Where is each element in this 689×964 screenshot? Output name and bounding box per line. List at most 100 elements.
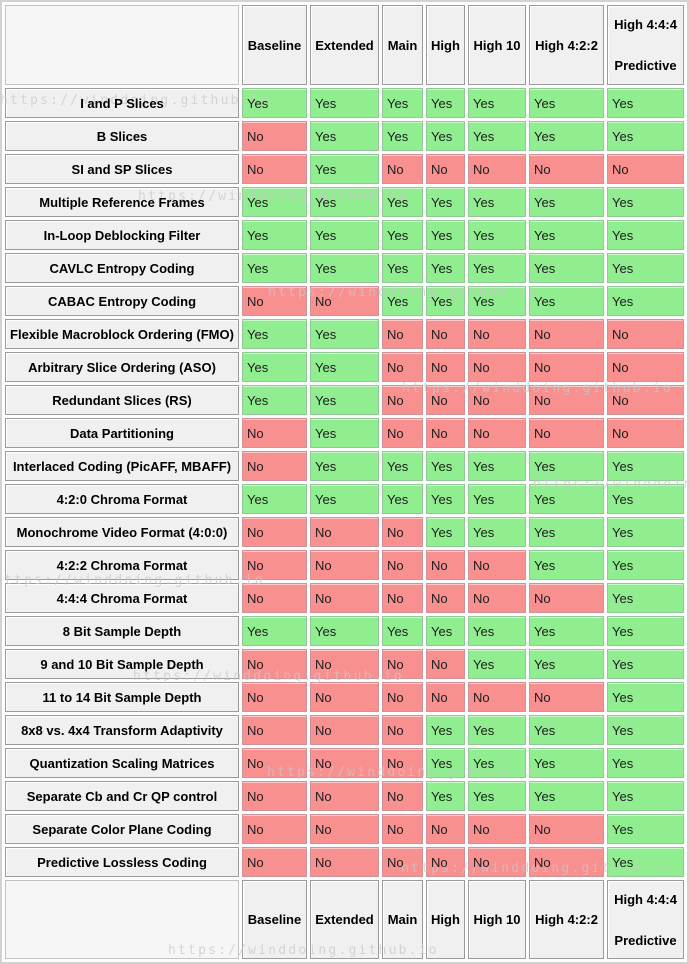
value-text: No: [534, 821, 551, 837]
feature-label-text: Data Partitioning: [69, 425, 174, 441]
value-text: Yes: [431, 194, 453, 210]
value-text: No: [431, 359, 448, 375]
value-cell-main-no: No: [382, 748, 423, 778]
value-text: No: [612, 425, 629, 441]
footer-row: Baseline Extended Main High High 10 High 4:2:…: [5, 880, 684, 959]
value-cell-main-no: No: [382, 154, 423, 184]
value-cell-high-no: No: [426, 682, 465, 712]
value-cell-baseline-no: No: [242, 748, 307, 778]
value-text: Yes: [315, 359, 337, 375]
value-cell-main-no: No: [382, 418, 423, 448]
value-cell-high-10-no: No: [468, 682, 526, 712]
header-row: Baseline Extended Main High High 10 High 4:2:…: [5, 5, 684, 85]
value-text: No: [247, 425, 264, 441]
value-cell-high-no: No: [426, 385, 465, 415]
feature-row-redundant-slices-rs: Redundant Slices (RS) Yes Yes No No No No No: [5, 385, 684, 415]
value-text: Yes: [315, 392, 337, 408]
column-header-label: Baseline: [247, 912, 302, 927]
value-cell-high-10-yes: Yes: [468, 517, 526, 547]
value-cell-baseline-yes: Yes: [242, 385, 307, 415]
value-cell-high-yes: Yes: [426, 220, 465, 250]
value-cell-high-4-2-2-no: No: [529, 385, 604, 415]
value-text: No: [387, 557, 404, 573]
column-header-extended: Extended: [310, 5, 379, 85]
value-cell-extended-yes: Yes: [310, 616, 379, 646]
value-cell-high-10-no: No: [468, 583, 526, 613]
value-text: Yes: [387, 293, 409, 309]
value-cell-high-4-2-2-no: No: [529, 352, 604, 382]
value-text: No: [473, 161, 490, 177]
column-header-high-4-2-2: High 4:2:2: [529, 5, 604, 85]
value-cell-baseline-no: No: [242, 682, 307, 712]
value-text: Yes: [612, 788, 634, 804]
value-text: No: [534, 161, 551, 177]
value-cell-extended-no: No: [310, 517, 379, 547]
feature-row-4-2-2-chroma-format: 4:2:2 Chroma Format No No No No No Yes Yes: [5, 550, 684, 580]
feature-row-4-2-0-chroma-format: 4:2:0 Chroma Format Yes Yes Yes Yes Yes Yes Yes: [5, 484, 684, 514]
value-text: Yes: [534, 128, 556, 144]
value-cell-extended-no: No: [310, 814, 379, 844]
feature-label: CAVLC Entropy Coding: [5, 253, 239, 283]
value-cell-high-10-no: No: [468, 352, 526, 382]
value-cell-high-4-4-4-yes: Yes: [607, 550, 684, 580]
value-cell-main-no: No: [382, 682, 423, 712]
value-text: Yes: [612, 458, 634, 474]
value-cell-baseline-no: No: [242, 517, 307, 547]
column-header-high-4-2-2: High 4:2:2: [529, 880, 604, 959]
value-cell-high-4-4-4-no: No: [607, 418, 684, 448]
value-text: Yes: [431, 491, 453, 507]
value-text: Yes: [247, 623, 269, 639]
value-text: Yes: [473, 458, 495, 474]
value-cell-high-4-4-4-yes: Yes: [607, 121, 684, 151]
value-text: No: [247, 821, 264, 837]
value-text: Yes: [315, 425, 337, 441]
value-text: No: [431, 689, 448, 705]
value-cell-main-no: No: [382, 352, 423, 382]
value-text: Yes: [612, 755, 634, 771]
value-cell-high-4-2-2-yes: Yes: [529, 484, 604, 514]
value-text: Yes: [315, 194, 337, 210]
value-text: No: [315, 656, 332, 672]
value-text: Yes: [612, 524, 634, 540]
value-text: Yes: [315, 491, 337, 507]
value-cell-high-no: No: [426, 583, 465, 613]
value-cell-high-4-2-2-yes: Yes: [529, 220, 604, 250]
value-cell-high-10-no: No: [468, 319, 526, 349]
value-cell-extended-yes: Yes: [310, 187, 379, 217]
value-text: Yes: [247, 491, 269, 507]
value-cell-main-no: No: [382, 781, 423, 811]
value-text: No: [247, 557, 264, 573]
feature-row-flexible-macroblock-ordering-fmo: Flexible Macroblock Ordering (FMO) Yes Yes…: [5, 319, 684, 349]
feature-label-text: 8x8 vs. 4x4 Transform Adaptivity: [21, 722, 223, 738]
feature-label-text: Quantization Scaling Matrices: [29, 755, 215, 771]
feature-label: 4:2:0 Chroma Format: [5, 484, 239, 514]
value-cell-baseline-yes: Yes: [242, 187, 307, 217]
feature-label-text: In-Loop Deblocking Filter: [43, 227, 201, 243]
value-text: Yes: [612, 194, 634, 210]
value-cell-extended-yes: Yes: [310, 121, 379, 151]
value-text: Yes: [473, 128, 495, 144]
feature-label: Flexible Macroblock Ordering (FMO): [5, 319, 239, 349]
value-cell-baseline-no: No: [242, 814, 307, 844]
value-text: Yes: [431, 293, 453, 309]
value-cell-high-10-no: No: [468, 385, 526, 415]
value-text: Yes: [534, 227, 556, 243]
column-header-sublabel: Predictive: [614, 932, 677, 948]
value-cell-high-4-2-2-no: No: [529, 847, 604, 877]
value-text: Yes: [534, 557, 556, 573]
value-text: No: [387, 392, 404, 408]
column-header-sublabel: Predictive: [614, 58, 677, 73]
value-text: Yes: [473, 260, 495, 276]
value-cell-high-yes: Yes: [426, 517, 465, 547]
feature-row-11-to-14-bit-sample-depth: 11 to 14 Bit Sample Depth No No No No No No Yes: [5, 682, 684, 712]
value-cell-high-10-no: No: [468, 154, 526, 184]
value-text: Yes: [247, 326, 269, 342]
value-cell-high-4-4-4-yes: Yes: [607, 484, 684, 514]
value-cell-high-4-4-4-yes: Yes: [607, 220, 684, 250]
value-cell-main-no: No: [382, 583, 423, 613]
value-text: Yes: [473, 755, 495, 771]
feature-row-4-4-4-chroma-format: 4:4:4 Chroma Format No No No No No No Yes: [5, 583, 684, 613]
value-cell-high-4-2-2-no: No: [529, 319, 604, 349]
value-text: No: [431, 854, 448, 870]
feature-label: 9 and 10 Bit Sample Depth: [5, 649, 239, 679]
